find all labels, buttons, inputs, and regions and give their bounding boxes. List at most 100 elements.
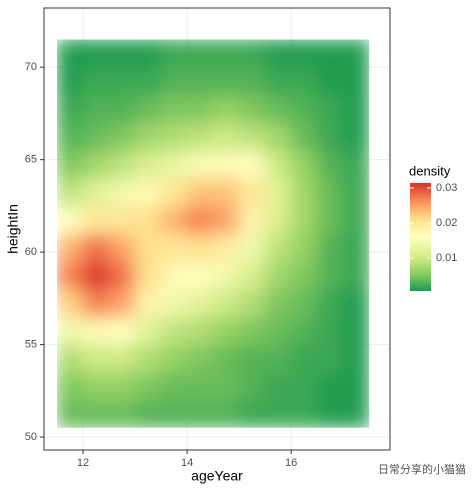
density-cell — [212, 233, 240, 262]
density-cell — [134, 177, 162, 207]
density-cell — [264, 371, 292, 401]
density-cell — [134, 94, 162, 124]
density-cell — [57, 66, 84, 96]
legend-label: 0.01 — [436, 252, 457, 264]
density-cell — [134, 149, 162, 179]
density-cell — [238, 371, 266, 401]
density-cell — [342, 122, 370, 151]
density-cell — [342, 399, 370, 428]
legend: 0.01 0.02 0.03 — [410, 182, 457, 264]
density-cell — [342, 39, 370, 68]
density-cell — [316, 260, 344, 290]
raster — [57, 39, 370, 428]
density-cell — [212, 344, 240, 373]
density-cell — [316, 371, 344, 401]
y-tick-label: 70 — [25, 61, 37, 73]
density-cell — [316, 94, 344, 124]
density-cell — [108, 177, 136, 207]
density-cell — [108, 122, 136, 151]
density-cell — [160, 344, 188, 373]
density-cell — [57, 344, 84, 373]
density-cell — [82, 149, 110, 179]
density-cell — [264, 288, 292, 318]
density-cell — [238, 149, 266, 179]
density-cell — [186, 344, 214, 373]
density-cell — [186, 177, 214, 207]
density-cell — [160, 66, 188, 96]
density-cell — [57, 260, 84, 290]
density-cell — [238, 66, 266, 96]
density-cell — [212, 205, 240, 235]
x-tick-label: 14 — [181, 457, 193, 469]
density-cell — [290, 344, 318, 373]
density-cell — [264, 122, 292, 151]
density-cell — [57, 371, 84, 401]
density-cell — [108, 66, 136, 96]
density-cell — [290, 177, 318, 207]
density-cell — [238, 316, 266, 346]
density-cell — [82, 233, 110, 262]
density-cell — [108, 94, 136, 124]
density-cell — [82, 371, 110, 401]
density-cell — [186, 288, 214, 318]
density-cell — [82, 66, 110, 96]
legend-label: 0.02 — [436, 217, 457, 229]
density-cell — [264, 177, 292, 207]
density-cell — [342, 233, 370, 262]
density-cell — [186, 149, 214, 179]
legend-title: density — [409, 163, 451, 178]
density-cell — [160, 149, 188, 179]
density-cell — [108, 288, 136, 318]
density-cell — [57, 149, 84, 179]
density-cell — [238, 94, 266, 124]
density-cell — [57, 94, 84, 124]
density-cell — [186, 233, 214, 262]
density-cell — [212, 316, 240, 346]
density-cell — [212, 288, 240, 318]
density-cell — [134, 260, 162, 290]
density-cell — [342, 94, 370, 124]
legend-label: 0.03 — [436, 182, 457, 194]
density-cell — [57, 205, 84, 235]
density-cell — [290, 66, 318, 96]
density-cell — [238, 39, 266, 68]
density-cell — [82, 399, 110, 428]
density-cell — [316, 316, 344, 346]
density-cell — [238, 344, 266, 373]
density-cell — [82, 39, 110, 68]
density-cell — [108, 260, 136, 290]
density-cell — [316, 233, 344, 262]
legend-colorbar — [410, 183, 431, 291]
y-tick-label: 50 — [25, 431, 37, 443]
density-cell — [134, 316, 162, 346]
density-cell — [160, 233, 188, 262]
density-cell — [108, 399, 136, 428]
density-cell — [212, 260, 240, 290]
density-cell — [160, 39, 188, 68]
density-cell — [160, 316, 188, 346]
density-cell — [290, 399, 318, 428]
density-cell — [186, 122, 214, 151]
density-cell — [134, 205, 162, 235]
density-cell — [316, 149, 344, 179]
density-cell — [342, 260, 370, 290]
density-cell — [238, 399, 266, 428]
density-cell — [238, 205, 266, 235]
density-cell — [212, 122, 240, 151]
density-cell — [264, 205, 292, 235]
density-cell — [82, 122, 110, 151]
density-cell — [342, 149, 370, 179]
density-cell — [212, 94, 240, 124]
density-cell — [290, 288, 318, 318]
density-cell — [108, 149, 136, 179]
density-cell — [316, 205, 344, 235]
density-cell — [108, 39, 136, 68]
density-cell — [290, 122, 318, 151]
density-cell — [290, 233, 318, 262]
density-cell — [82, 344, 110, 373]
density-cell — [316, 288, 344, 318]
density-cell — [342, 205, 370, 235]
x-axis-title: ageYear — [191, 468, 243, 484]
density-cell — [290, 94, 318, 124]
density-cell — [342, 371, 370, 401]
